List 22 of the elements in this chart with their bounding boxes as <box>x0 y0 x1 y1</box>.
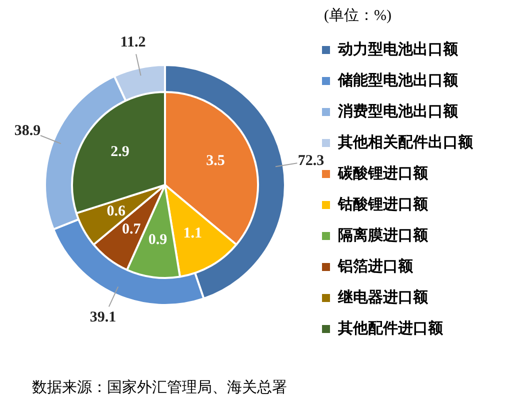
data-label: 11.2 <box>120 34 146 50</box>
source-note: 数据来源：国家外汇管理局、海关总署 <box>32 378 287 397</box>
data-label: 38.9 <box>14 122 41 139</box>
data-label: 0.7 <box>122 221 142 238</box>
legend-label: 其他相关配件出口额 <box>338 133 473 152</box>
data-label: 1.1 <box>183 225 202 242</box>
data-label: 0.9 <box>148 232 168 248</box>
legend-label: 钴酸锂进口额 <box>338 195 428 214</box>
data-label: 3.5 <box>206 153 225 170</box>
legend-label: 消费型电池出口额 <box>338 102 458 121</box>
legend-label: 储能型电池出口额 <box>338 71 458 90</box>
legend-label: 动力型电池出口额 <box>338 40 458 59</box>
data-label: 2.9 <box>110 144 130 160</box>
legend-label: 碳酸锂进口额 <box>338 164 428 183</box>
legend-label: 继电器进口额 <box>338 288 428 307</box>
legend-label: 隔离膜进口额 <box>338 226 428 245</box>
data-label: 72.3 <box>298 152 324 169</box>
legend-label: 铝箔进口额 <box>338 257 413 276</box>
data-label: 0.6 <box>106 204 126 220</box>
data-label: 39.1 <box>90 309 116 326</box>
legend-label: 其他配件进口额 <box>338 319 443 338</box>
legend-title: (单位：%) <box>324 6 392 26</box>
